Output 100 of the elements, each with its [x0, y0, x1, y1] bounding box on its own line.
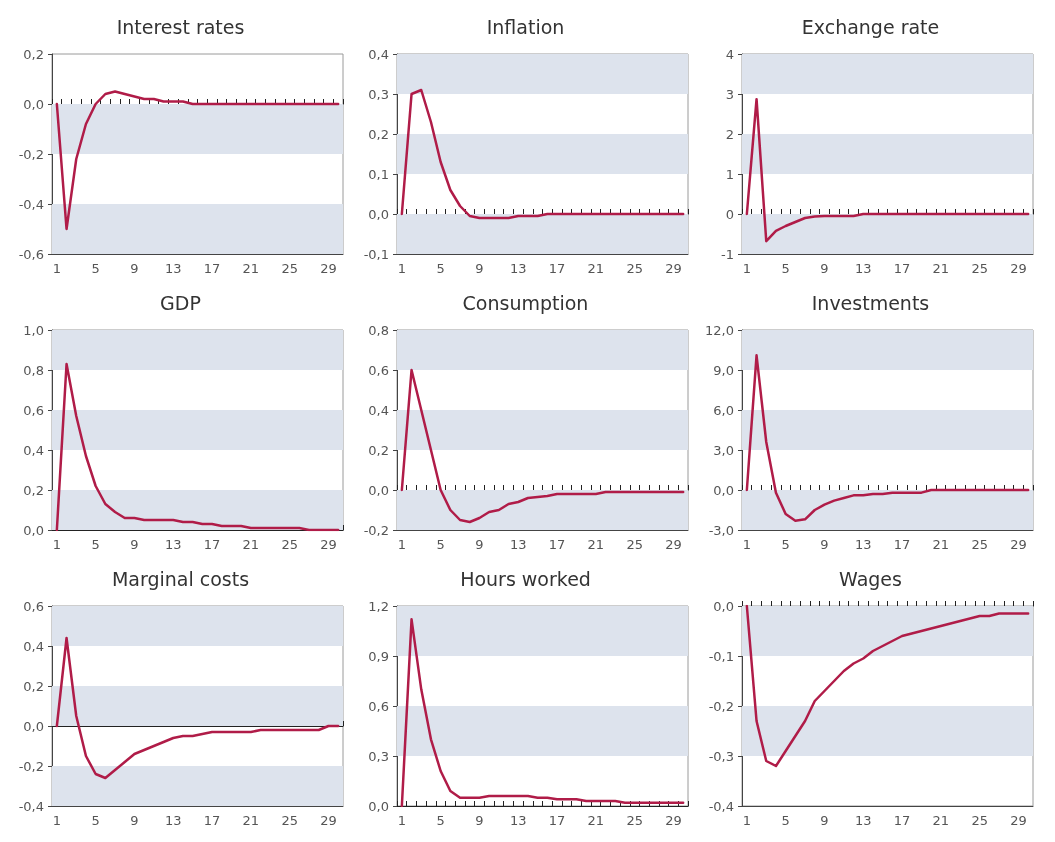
line-series [400, 618, 685, 808]
chart-title: Interest rates [116, 15, 245, 38]
x-tick-label: 25 [971, 813, 988, 828]
x-tick-label: 13 [164, 261, 182, 276]
line-series [745, 97, 1030, 243]
y-tick-label: 0,4 [23, 638, 44, 654]
y-tick-label: 1,0 [23, 322, 44, 338]
y-tick-label: -0,4 [708, 798, 734, 814]
x-tick-label: 21 [587, 537, 605, 552]
y-tick-label: 12,0 [705, 322, 734, 338]
y-tick-label: 0,6 [23, 402, 44, 418]
x-tick-label: 29 [665, 537, 682, 552]
x-tick-label: 1 [742, 261, 751, 276]
x-tick-label: 25 [971, 261, 988, 276]
x-tick-label: 9 [130, 537, 139, 552]
x-tick-label: 29 [320, 261, 337, 276]
y-tick-label: -0,2 [363, 522, 389, 538]
x-tick-label: 21 [932, 537, 950, 552]
y-tick-label: 0,0 [23, 718, 44, 734]
x-tick-label: 17 [548, 261, 566, 276]
y-tick-label: 0,8 [368, 322, 389, 338]
x-tick-label: 13 [854, 813, 872, 828]
y-tick-label: 0,8 [23, 362, 44, 378]
y-tick-label: -0,6 [18, 246, 44, 262]
x-tick-label: 1 [397, 813, 406, 828]
x-tick-label: 17 [203, 537, 221, 552]
chart-title: Wages [839, 567, 902, 590]
x-tick-label: 17 [893, 261, 911, 276]
x-tick-label: 29 [320, 813, 337, 828]
y-tick-label: 0,3 [368, 86, 389, 102]
y-tick-label: 0,0 [23, 522, 44, 538]
x-tick-label: 13 [854, 261, 872, 276]
x-tick-label: 5 [436, 813, 445, 828]
x-tick-label: 25 [281, 537, 298, 552]
x-tick-label: 25 [281, 261, 298, 276]
x-tick-label: 29 [320, 537, 337, 552]
x-tick-label: 21 [242, 813, 260, 828]
y-tick-label: 0,3 [368, 748, 389, 764]
x-tick-label: 9 [130, 813, 139, 828]
x-tick-label: 13 [164, 537, 182, 552]
x-tick-label: 13 [509, 261, 527, 276]
x-tick-label: 5 [436, 261, 445, 276]
y-tick-label: -0,3 [708, 748, 734, 764]
x-tick-label: 21 [587, 261, 605, 276]
x-tick-label: 5 [436, 537, 445, 552]
x-tick-label: 29 [665, 813, 682, 828]
chart-title: Inflation [486, 15, 565, 38]
x-tick-label: 29 [665, 261, 682, 276]
chart-title: Hours worked [460, 567, 591, 590]
x-tick-label: 17 [203, 261, 221, 276]
y-tick-label: 1 [725, 166, 734, 182]
y-tick-label: -1 [721, 246, 734, 262]
y-tick-label: 0,2 [368, 126, 389, 142]
y-tick-label: 0,2 [23, 482, 44, 498]
chart-title: Consumption [462, 291, 589, 314]
x-tick-label: 9 [820, 537, 829, 552]
x-tick-label: 1 [52, 261, 61, 276]
x-tick-label: 9 [475, 813, 484, 828]
x-tick-label: 25 [281, 813, 298, 828]
y-tick-label: 0,2 [368, 442, 389, 458]
x-tick-label: 5 [781, 537, 790, 552]
y-tick-label: -0,1 [708, 648, 734, 664]
line-series [55, 362, 340, 532]
x-tick-label: 5 [91, 537, 100, 552]
x-tick-label: 29 [1010, 261, 1027, 276]
x-tick-label: 9 [820, 813, 829, 828]
y-tick-label: 3 [725, 86, 734, 102]
x-tick-label: 1 [397, 261, 406, 276]
y-tick-label: 0,0 [713, 482, 734, 498]
x-tick-label: 1 [397, 537, 406, 552]
y-tick-label: 0 [725, 206, 734, 222]
x-tick-label: 9 [475, 537, 484, 552]
x-tick-label: 29 [1010, 537, 1027, 552]
x-tick-label: 5 [781, 813, 790, 828]
y-tick-label: 4 [725, 46, 734, 62]
x-tick-label: 17 [548, 813, 566, 828]
chart-title: GDP [160, 291, 201, 314]
x-tick-label: 17 [893, 537, 911, 552]
y-tick-label: 0,4 [368, 402, 389, 418]
x-tick-label: 13 [854, 537, 872, 552]
x-tick-label: 25 [971, 537, 988, 552]
x-tick-label: 13 [164, 813, 182, 828]
x-tick-label: 5 [91, 261, 100, 276]
x-tick-label: 9 [475, 261, 484, 276]
x-tick-label: 1 [742, 537, 751, 552]
y-tick-label: -0,4 [18, 798, 44, 814]
x-tick-label: 17 [203, 813, 221, 828]
x-tick-label: 25 [626, 537, 643, 552]
x-tick-label: 1 [742, 813, 751, 828]
x-tick-label: 21 [587, 813, 605, 828]
x-tick-label: 29 [1010, 813, 1027, 828]
line-series [55, 636, 340, 780]
y-tick-label: 0,6 [368, 362, 389, 378]
y-tick-label: 0,0 [368, 798, 389, 814]
line-series [745, 354, 1030, 522]
y-tick-label: 0,0 [23, 96, 44, 112]
x-tick-label: 1 [52, 813, 61, 828]
y-tick-label: 0,0 [368, 206, 389, 222]
line-series [55, 90, 340, 231]
line-series [400, 88, 685, 220]
